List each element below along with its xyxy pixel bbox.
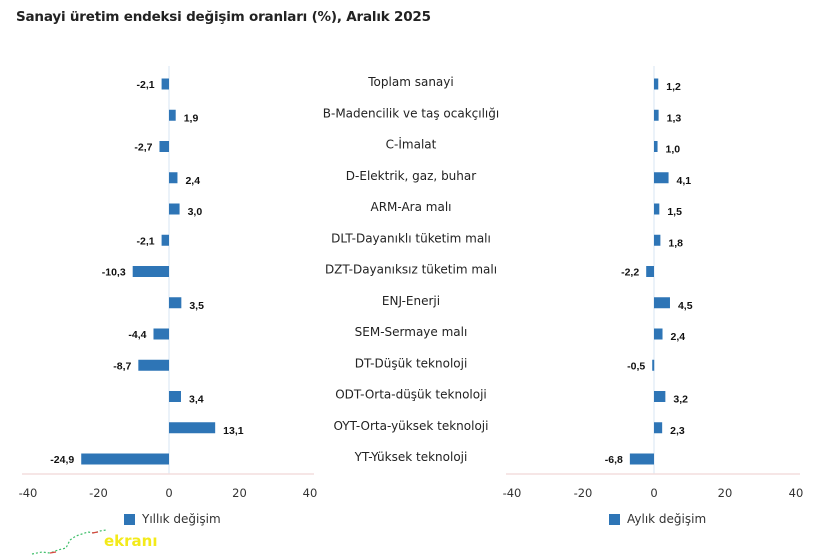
data-label: -2,2 (621, 267, 639, 279)
data-label: 4,1 (677, 175, 692, 187)
x-tick-label: 40 (303, 486, 318, 500)
legend-yearly: Yıllık değişim (124, 512, 221, 526)
bar (654, 391, 666, 402)
category-label: ENJ-Enerji (382, 294, 440, 308)
bar (654, 422, 663, 434)
stock-chart-icon (31, 529, 107, 555)
data-label: -10,3 (102, 267, 126, 279)
x-tick-label: -40 (503, 486, 522, 500)
bar (169, 297, 182, 309)
bar (654, 172, 669, 184)
category-label: DT-Düşük teknoloji (355, 356, 468, 370)
bar (169, 172, 178, 184)
legend-swatch-yearly (124, 513, 135, 525)
data-label: 1,5 (667, 206, 682, 218)
data-label: 3,2 (673, 394, 688, 406)
data-label: 3,4 (189, 394, 204, 406)
category-label: DLT-Dayanıklı tüketim malı (331, 231, 491, 245)
bar (654, 109, 659, 121)
legend-label-yearly: Yıllık değişim (142, 512, 221, 526)
watermark-logo: ekranı (30, 526, 160, 556)
data-label: -2,1 (137, 79, 155, 91)
x-tick-label: 0 (165, 486, 172, 500)
bar (169, 109, 176, 121)
data-label: -2,1 (137, 235, 155, 247)
x-tick-label: 20 (718, 486, 733, 500)
data-label: -6,8 (605, 454, 623, 466)
data-label: 3,5 (189, 300, 204, 312)
legend-swatch-monthly (609, 513, 620, 525)
data-label: -0,5 (627, 360, 645, 372)
bar (81, 453, 169, 465)
category-label: Toplam sanayi (367, 75, 453, 89)
bar (153, 328, 169, 340)
bar (161, 234, 169, 246)
data-label: 1,0 (666, 144, 681, 156)
data-label: 4,5 (678, 300, 693, 312)
x-tick-label: -40 (19, 486, 38, 500)
bar (654, 78, 659, 90)
data-label: 13,1 (223, 425, 244, 437)
x-tick-label: -20 (89, 486, 108, 500)
chart-title: Sanayi üretim endeksi değişim oranları (… (16, 9, 431, 25)
x-tick-label: -20 (574, 486, 593, 500)
category-label: YT-Yüksek teknoloji (354, 450, 468, 464)
data-label: -8,7 (113, 360, 131, 372)
legend-label-monthly: Aylık değişim (627, 512, 707, 526)
data-label: 1,8 (668, 237, 683, 249)
bar (138, 359, 169, 371)
data-label: 2,3 (670, 425, 685, 437)
x-tick-label: 20 (232, 486, 247, 500)
data-label: -4,4 (128, 329, 146, 341)
category-label: SEM-Sermaye malı (355, 325, 468, 339)
bar (629, 453, 654, 465)
data-label: 3,0 (188, 206, 203, 218)
category-label: C-İmalat (386, 137, 437, 152)
data-label: -2,7 (134, 142, 152, 154)
bar (654, 234, 661, 246)
bar (169, 203, 180, 215)
bar (654, 203, 660, 215)
x-tick-label: 0 (650, 486, 657, 500)
category-label: DZT-Dayanıksız tüketim malı (325, 263, 497, 277)
category-label: OYT-Orta-yüksek teknoloji (334, 419, 489, 433)
category-label: D-Elektrik, gaz, buhar (346, 169, 476, 183)
category-label: ARM-Ara malı (371, 200, 452, 214)
bar (169, 422, 216, 434)
category-label: B-Madencilik ve taş ocakçılığı (323, 106, 499, 120)
watermark-text: ekranı (104, 532, 158, 550)
bar (169, 391, 181, 402)
bar (654, 328, 663, 340)
legend-monthly: Aylık değişim (609, 512, 706, 526)
bar (652, 359, 655, 371)
bar (159, 141, 169, 152)
category-label: ODT-Orta-düşük teknoloji (335, 388, 487, 402)
data-label: 2,4 (671, 331, 686, 343)
data-label: 1,2 (666, 81, 681, 93)
data-label: -24,9 (50, 454, 74, 466)
data-label: 1,9 (184, 112, 199, 124)
x-tick-label: 40 (789, 486, 804, 500)
data-label: 2,4 (185, 175, 200, 187)
bar (654, 297, 670, 309)
bar (132, 266, 169, 277)
bar (654, 141, 658, 152)
data-label: 1,3 (667, 112, 682, 124)
bar (161, 78, 169, 90)
bar (646, 266, 654, 277)
